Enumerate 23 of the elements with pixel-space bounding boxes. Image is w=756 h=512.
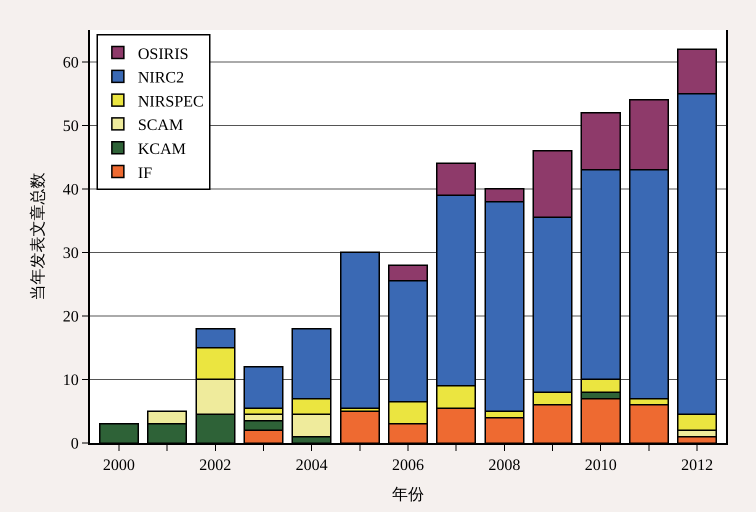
x-tick-label: 2006 (392, 457, 424, 474)
x-tick-label: 2008 (488, 457, 520, 474)
x-tick-label: 2002 (199, 457, 232, 474)
y-tick-label: 50 (62, 118, 79, 135)
y-tick-label: 0 (70, 436, 79, 453)
y-tick-label: 10 (62, 372, 79, 390)
legend-label: IF (138, 164, 152, 182)
y-tick-label: 40 (62, 181, 79, 198)
y-tick-label: 30 (62, 244, 79, 262)
legend-label: NIRSPEC (138, 93, 204, 110)
y-tick-label: 60 (62, 54, 79, 72)
y-axis-title: 当年发表文章总数 (29, 172, 48, 300)
legend-label: NIRC2 (138, 70, 184, 87)
x-tick-label: 2004 (296, 457, 328, 474)
x-axis-title: 年份 (392, 486, 424, 504)
legend-label: KCAM (138, 140, 186, 158)
legend-label: SCAM (138, 117, 184, 134)
y-tick-label: 20 (62, 308, 79, 326)
x-tick-label: 2000 (102, 457, 135, 474)
legend-label: OSIRIS (138, 46, 189, 63)
bar (340, 252, 380, 409)
x-tick-label: 2010 (584, 457, 617, 474)
x-tick-label: 2012 (681, 457, 714, 474)
